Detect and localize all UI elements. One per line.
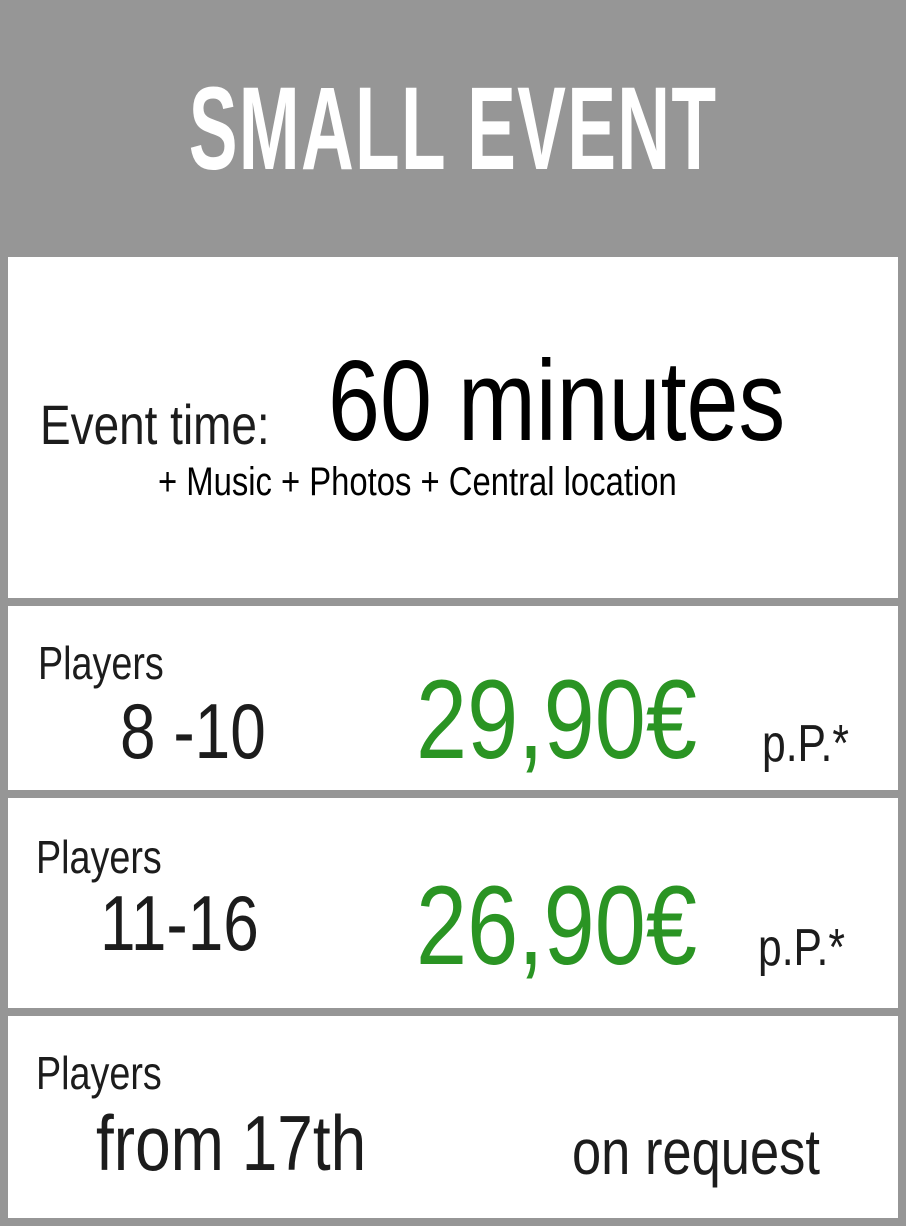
page-title: SMALL EVENT xyxy=(188,63,718,195)
event-time-panel: Event time: 60 minutes + Music + Photos … xyxy=(8,257,898,598)
tier-range: 8 -10 xyxy=(120,687,266,775)
tier-label: Players xyxy=(38,637,164,689)
tier-row: Players 8 -10 29,90€ p.P.* xyxy=(8,606,898,790)
event-duration: 60 minutes xyxy=(328,338,786,465)
tier-range: 11-16 xyxy=(100,879,259,967)
event-time-label: Event time: xyxy=(40,393,270,456)
tier-label: Players xyxy=(36,831,162,883)
tier-label: Players xyxy=(36,1047,162,1099)
tier-price: on request xyxy=(572,1116,820,1188)
tier-price: 29,90€ xyxy=(416,657,697,782)
header: SMALL EVENT xyxy=(0,0,906,255)
tier-price: 26,90€ xyxy=(416,863,697,988)
tier-row: Players from 17th on request xyxy=(8,1016,898,1218)
event-extras: + Music + Photos + Central location xyxy=(158,460,677,504)
tier-row: Players 11-16 26,90€ p.P.* xyxy=(8,798,898,1008)
tier-range: from 17th xyxy=(96,1099,367,1187)
tier-unit: p.P.* xyxy=(762,715,849,773)
tier-unit: p.P.* xyxy=(758,919,845,977)
